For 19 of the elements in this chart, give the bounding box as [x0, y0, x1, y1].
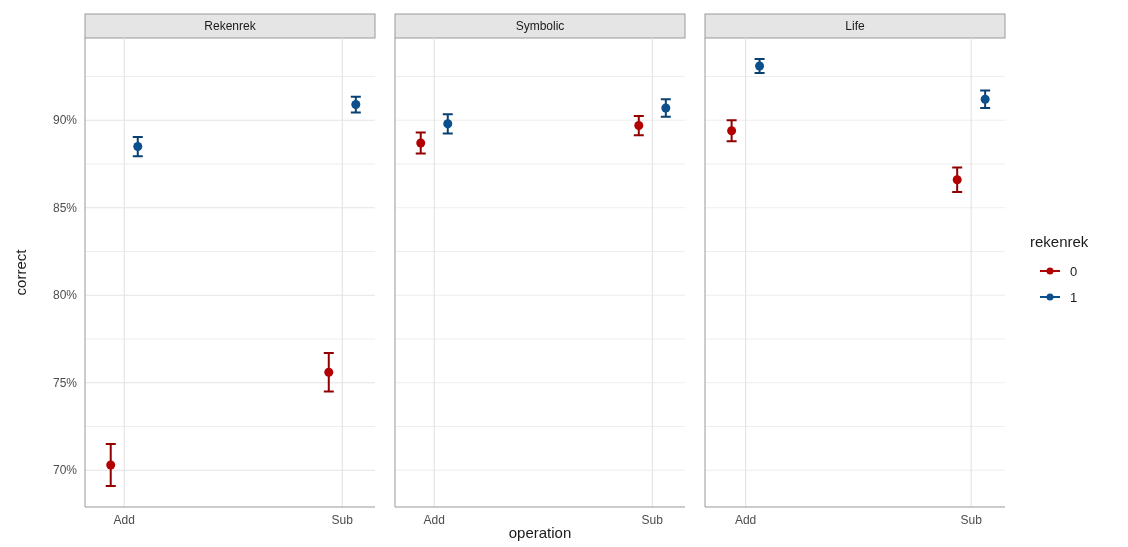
x-tick-label: Add — [423, 513, 445, 527]
x-tick-label: Sub — [331, 513, 354, 527]
chart-title: Symbolic — [515, 19, 565, 33]
legend-label: 0 — [1070, 264, 1078, 279]
x-tick-label: Add — [734, 513, 757, 527]
chart-title: Life — [845, 19, 865, 33]
x-tick-label: Add — [113, 513, 135, 527]
legend-title: rekenrek — [1030, 233, 1089, 250]
y-tick-label: 75% — [52, 375, 78, 390]
y-tick-label: 70% — [52, 463, 78, 478]
x-axis-title: operation — [508, 524, 572, 541]
x-tick-label: Sub — [960, 513, 983, 527]
x-tick-label: Sub — [641, 513, 664, 527]
y-tick-label: 80% — [52, 288, 78, 303]
y-tick-label: 85% — [52, 200, 78, 215]
chart-title: Rekenrek — [204, 19, 257, 33]
legend-label: 1 — [1070, 290, 1078, 305]
y-axis-title: correct — [12, 248, 29, 296]
y-tick-label: 90% — [52, 113, 78, 128]
